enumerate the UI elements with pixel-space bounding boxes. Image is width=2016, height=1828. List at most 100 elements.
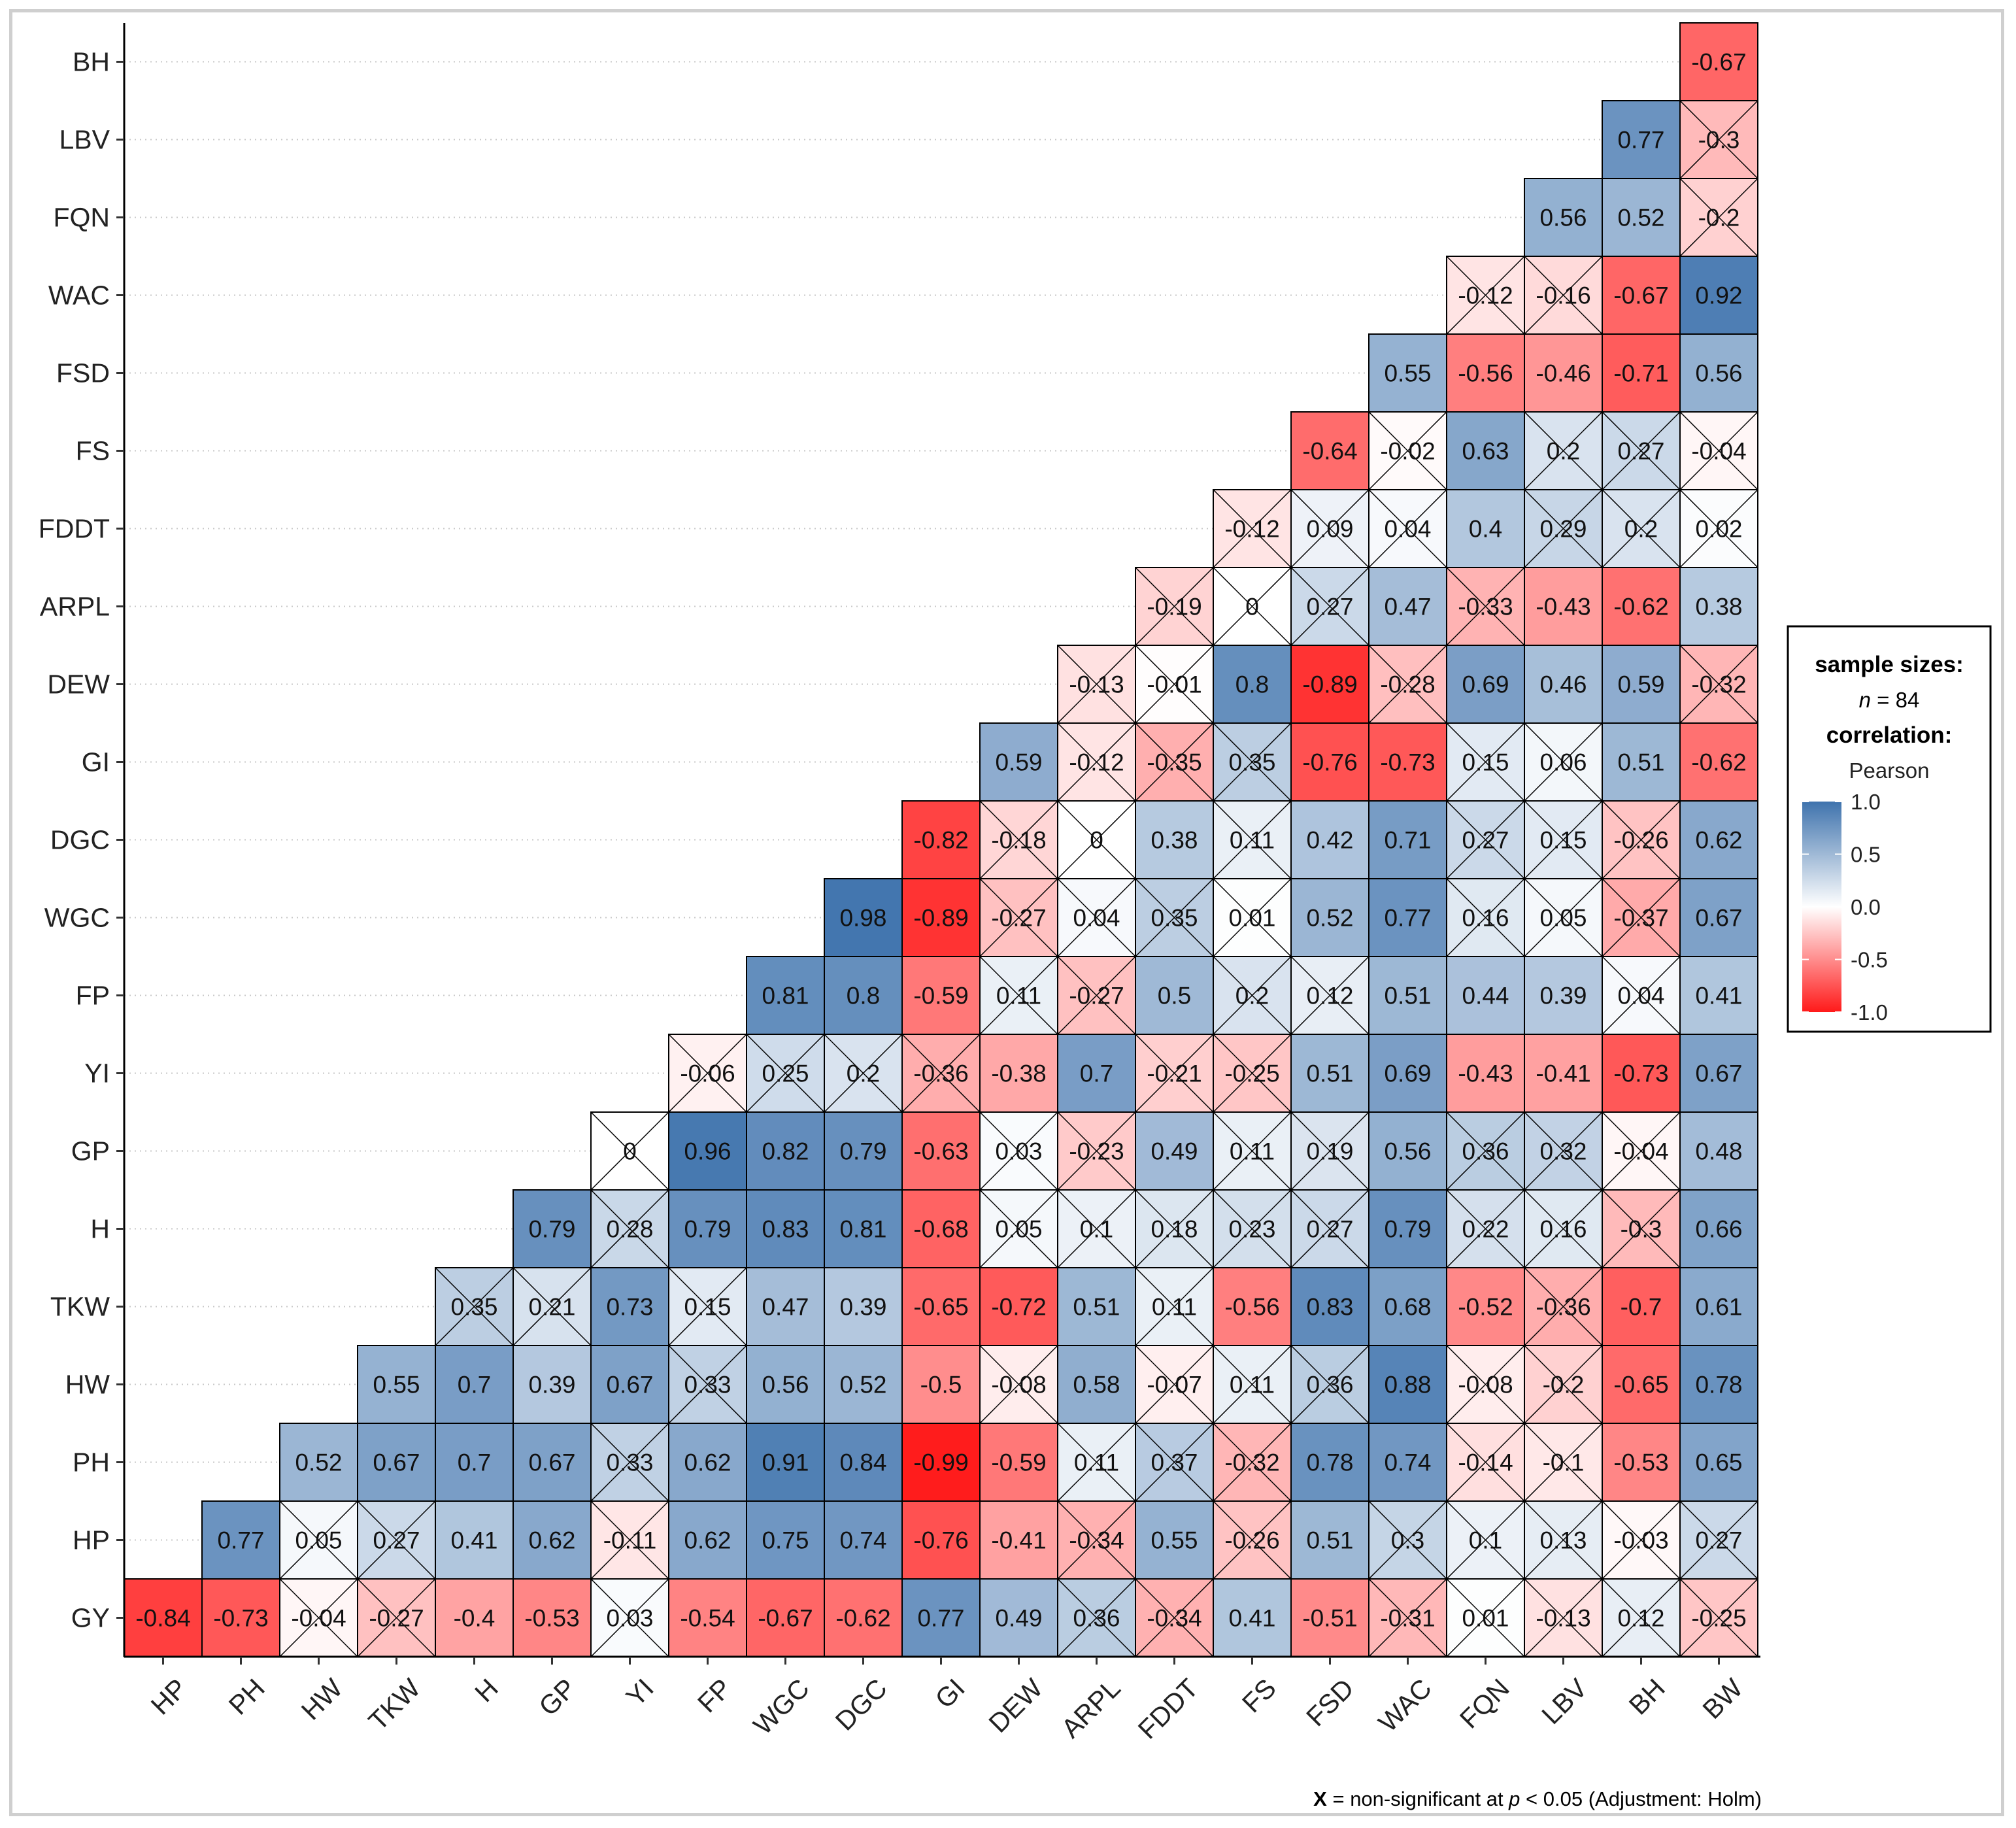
heatmap-cell-H-BW: [1679, 1189, 1758, 1268]
cell-value-BH-BW: -0.67: [1691, 49, 1746, 76]
heatmap-cell-ARPL-BH: [1602, 567, 1681, 646]
cell-value-PH-DGC: 0.84: [839, 1449, 886, 1476]
cell-value-H-BH: -0.3: [1621, 1216, 1662, 1243]
heatmap-cell-TKW-FS: [1213, 1267, 1292, 1346]
x-tick-label-WGC: WGC: [747, 1673, 815, 1740]
nonsig-mark-FP-FS: [1213, 956, 1292, 1035]
nonsig-mark-H-BH: [1602, 1189, 1681, 1268]
cell-value-FSD-BW: 0.56: [1695, 360, 1742, 387]
legend-tick-label: 1.0: [1851, 790, 1881, 814]
cell-value-HP-FQN: 0.1: [1469, 1527, 1502, 1554]
nonsig-mark-WGC-ARPL: [1057, 878, 1136, 957]
nonsig-mark-DGC-LBV: [1524, 800, 1603, 879]
nonsig-mark-GP-FSD: [1290, 1111, 1369, 1191]
y-tick-label-ARPL: ARPL: [40, 592, 110, 622]
nonsig-mark-FP-DEW: [979, 956, 1058, 1035]
heatmap-cell-PH-GI: [901, 1423, 981, 1502]
cell-value-H-DGC: 0.81: [839, 1216, 886, 1243]
nonsig-mark-WAC-LBV: [1524, 256, 1603, 335]
cell-value-H-WGC: 0.83: [762, 1216, 809, 1243]
heatmap-cell-GP-WGC: [746, 1111, 825, 1191]
cell-value-PH-HW: 0.52: [295, 1449, 342, 1476]
cell-value-WGC-BW: 0.67: [1695, 905, 1742, 932]
nonsig-mark-H-DEW: [979, 1189, 1058, 1268]
heatmap-cell-FP-GI: [901, 956, 981, 1035]
nonsig-mark-GY-ARPL: [1057, 1578, 1136, 1657]
x-tick-label-DGC: DGC: [830, 1673, 893, 1736]
cell-value-ARPL-WAC: 0.47: [1384, 594, 1431, 620]
heatmap-cell-HP-FP: [668, 1500, 747, 1580]
cell-value-GY-GP: -0.53: [524, 1605, 579, 1632]
nonsig-mark-WGC-LBV: [1524, 878, 1603, 957]
legend-title-sample-sizes: sample sizes:: [1815, 652, 1964, 677]
nonsig-mark-PH-YI: [590, 1423, 669, 1502]
x-tick-label-FQN: FQN: [1454, 1673, 1515, 1735]
cell-value-GY-TKW: -0.27: [369, 1605, 424, 1632]
heatmap-cell-WGC-WAC: [1368, 878, 1447, 957]
cell-value-GY-FP: -0.54: [680, 1605, 735, 1632]
heatmap-cell-HP-FDDT: [1135, 1500, 1214, 1580]
cell-value-HP-DEW: -0.41: [991, 1527, 1046, 1554]
heatmap-cell-WAC-BH: [1602, 256, 1681, 335]
x-tick-label-WAC: WAC: [1373, 1673, 1437, 1738]
y-tick-label-YI: YI: [84, 1058, 110, 1089]
heatmap-cell-PH-BH: [1602, 1423, 1681, 1502]
nonsig-mark-GY-YI: [590, 1578, 669, 1657]
cell-value-H-BW: 0.66: [1695, 1216, 1742, 1243]
heatmap-row-PH: 0.52 0.67 0.7 0.67 0.33 0.62 0.91 0.84 -0.99 -0.5…: [279, 1423, 1758, 1502]
cell-value-HW-H: 0.7: [458, 1372, 491, 1398]
cell-value-GI-LBV: 0.06: [1539, 749, 1587, 776]
cell-value-HW-FQN: -0.08: [1458, 1372, 1513, 1398]
cell-value-GP-BH: -0.04: [1613, 1138, 1668, 1165]
cell-value-TKW-H: 0.35: [450, 1294, 497, 1321]
cell-value-FDDT-FQN: 0.4: [1469, 516, 1502, 543]
cell-value-DGC-BH: -0.26: [1613, 827, 1668, 854]
cell-value-HP-ARPL: -0.34: [1069, 1527, 1124, 1554]
cell-value-HW-LBV: -0.2: [1543, 1372, 1585, 1398]
cell-value-PH-FDDT: 0.37: [1151, 1449, 1198, 1476]
cell-value-FDDT-FS: -0.12: [1224, 516, 1279, 543]
x-tick-label-LBV: LBV: [1536, 1672, 1593, 1730]
cell-value-HW-ARPL: 0.58: [1073, 1372, 1120, 1398]
cell-value-PH-YI: 0.33: [606, 1449, 653, 1476]
cell-value-GY-HP: -0.84: [135, 1605, 190, 1632]
cell-value-ARPL-BW: 0.38: [1695, 594, 1742, 620]
cell-value-GY-HW: -0.04: [291, 1605, 346, 1632]
cell-value-DGC-FDDT: 0.38: [1151, 827, 1198, 854]
cell-value-HW-BW: 0.78: [1695, 1372, 1742, 1398]
cell-value-WGC-FSD: 0.52: [1306, 905, 1353, 932]
x-tick-label-H: H: [469, 1673, 503, 1708]
heatmap-cell-WGC-FSD: [1290, 878, 1369, 957]
x-tick-label-BH: BH: [1623, 1673, 1671, 1721]
heatmap-cell-FSD-BH: [1602, 333, 1681, 413]
heatmap-row-WGC: 0.98 -0.89 -0.27 0.04 0.35 0.01 0.52 0.77 0.16 0.…: [824, 878, 1758, 957]
cell-value-FP-FS: 0.2: [1235, 983, 1269, 1009]
cell-value-HP-FS: -0.26: [1224, 1527, 1279, 1554]
nonsig-mark-GY-HW: [279, 1578, 358, 1657]
cell-value-FS-FQN: 0.63: [1462, 438, 1509, 465]
cell-value-FP-FQN: 0.44: [1462, 983, 1509, 1009]
cell-value-FP-FSD: 0.12: [1306, 983, 1353, 1009]
cell-value-H-WAC: 0.79: [1384, 1216, 1431, 1243]
nonsig-mark-PH-FQN: [1446, 1423, 1525, 1502]
cell-value-FDDT-BW: 0.02: [1695, 516, 1742, 543]
heatmap-row-GP: 0 0.96 0.82 0.79 -0.63 0.03 -0.23 0.49 0.11 0.19 0…: [590, 1111, 1758, 1191]
cell-value-GY-WAC: -0.31: [1380, 1605, 1435, 1632]
cell-value-H-FSD: 0.27: [1306, 1216, 1353, 1243]
x-tick-label-GP: GP: [533, 1673, 581, 1721]
cell-value-ARPL-FS: 0: [1245, 594, 1259, 620]
cell-value-GY-WGC: -0.67: [758, 1605, 813, 1632]
cell-value-YI-FSD: 0.51: [1306, 1060, 1353, 1087]
cell-value-PH-FS: -0.32: [1224, 1449, 1279, 1476]
cell-value-YI-FP: -0.06: [680, 1060, 735, 1087]
cell-value-WAC-BH: -0.67: [1613, 282, 1668, 309]
cell-value-WGC-LBV: 0.05: [1539, 905, 1587, 932]
nonsig-mark-HP-YI: [590, 1500, 669, 1580]
nonsig-mark-H-FSD: [1290, 1189, 1369, 1268]
nonsig-mark-WGC-DEW: [979, 878, 1058, 957]
heatmap-cell-GY-FP: [668, 1578, 747, 1657]
cell-value-HP-HW: 0.05: [295, 1527, 342, 1554]
nonsig-mark-FDDT-BW: [1679, 489, 1758, 568]
nonsig-mark-YI-FDDT: [1135, 1034, 1214, 1113]
